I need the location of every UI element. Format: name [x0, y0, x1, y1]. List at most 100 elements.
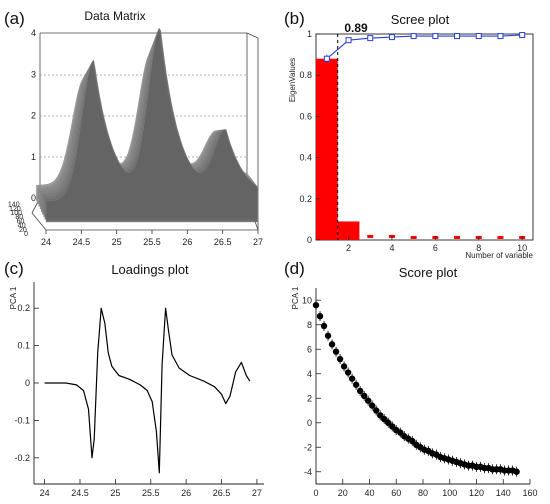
score-point — [324, 332, 332, 339]
score-point — [316, 312, 324, 320]
a-depth-tick-label: 20 — [19, 227, 27, 234]
scree-bar — [454, 235, 461, 239]
c-ytick-label: -0.1 — [14, 415, 30, 425]
scree-cumulative-point — [454, 33, 461, 40]
scree-xlabel: Number of variable — [465, 251, 533, 260]
score-point — [336, 355, 344, 363]
score-ylabel: PCA 1 — [291, 286, 300, 309]
scree-bar — [367, 234, 374, 238]
a-xtick-label: 27 — [253, 237, 263, 247]
panel-b-bars — [316, 34, 526, 240]
a-depth-tick-label: 80 — [15, 214, 23, 221]
a-xtick-label: 26.5 — [214, 237, 232, 247]
score-point — [372, 407, 380, 414]
b-xtick-label: 8 — [476, 243, 481, 253]
d-ytick-label: 10 — [302, 295, 312, 305]
b-ytick-label: 1 — [307, 29, 312, 39]
b-xtick-label: 2 — [346, 243, 351, 253]
a-xtick-label: 24 — [41, 237, 51, 247]
a-ztick-label: 0 — [31, 193, 36, 203]
panel-c-loadings-plot: -0.2 -0.1 0 0.1 0.2 24 24.5 25 25.5 26 26.5 27 PCA … — [9, 282, 264, 498]
scree-cumulative-point — [388, 34, 395, 41]
panel-a-data-matrix: 24 24.5 25 25.5 26 26.5 2701234020406080100120… — [8, 27, 263, 247]
d-ytick-label: 6 — [307, 344, 312, 354]
c-xtick-label: 27 — [252, 488, 262, 498]
c-xtick-label: 25 — [110, 488, 120, 498]
title-score-plot: Score plot — [399, 265, 458, 280]
a-ztick-label: 3 — [31, 69, 36, 79]
d-ytick-label: 8 — [307, 320, 312, 330]
a-depth-tick-label: 40 — [18, 223, 26, 230]
score-point — [312, 301, 320, 309]
d-xtick-label: 40 — [364, 488, 374, 498]
scree-cumulative-point — [323, 55, 330, 62]
a-xtick-label: 25.5 — [143, 237, 161, 247]
d-xtick-label: 0 — [313, 488, 318, 498]
d-ytick-label: -4 — [304, 467, 312, 477]
score-point — [360, 392, 368, 399]
b-ytick-label: 0.6 — [299, 111, 312, 121]
d-xtick-label: 20 — [338, 488, 348, 498]
c-xtick-label: 24.5 — [71, 488, 89, 498]
b-ytick-label: 0.4 — [299, 153, 312, 163]
c-ytick-label: 0.1 — [17, 341, 30, 351]
score-point — [332, 348, 340, 355]
score-point — [352, 381, 360, 388]
panel-a-ticks: 24 24.5 25 25.5 26 26.5 2701234020406080100120… — [8, 28, 263, 247]
a-depth-tick-label: 100 — [10, 210, 22, 217]
score-point — [364, 397, 372, 404]
c-xtick-label: 24 — [40, 488, 50, 498]
b-ytick-label: 0 — [307, 235, 312, 245]
surface-slice-0 — [45, 27, 259, 223]
panel-label-b: (b) — [284, 9, 305, 28]
score-point — [356, 387, 364, 395]
scree-cumulative-point — [345, 37, 352, 44]
score-point — [344, 369, 352, 376]
a-depth-tick-label: 60 — [17, 218, 25, 225]
d-xtick-label: 60 — [391, 488, 401, 498]
b-ytick-label: 0.2 — [299, 194, 312, 204]
b-xtick-label: 10 — [517, 243, 527, 253]
a-xtick-label: 26 — [182, 237, 192, 247]
loadings-ylabel: PCA 1 — [9, 286, 18, 309]
score-point — [368, 402, 376, 409]
a-depth-tick-label: 0 — [24, 231, 28, 238]
panel-b-ticks: 2 4 6 8 10 0 0.2 0.4 0.6 0.8 1 — [299, 29, 527, 253]
scree-ylabel: EigenValues — [288, 58, 297, 102]
d-ytick-label: 0 — [307, 418, 312, 428]
a-ztick-label: 1 — [31, 152, 36, 162]
scree-cumulative-point — [475, 33, 482, 40]
a-xtick-label: 24.5 — [73, 237, 91, 247]
a-ztick-label: 2 — [31, 111, 36, 121]
d-ytick-label: 4 — [307, 369, 312, 379]
scree-annotation: 0.89 — [344, 21, 368, 35]
score-point — [340, 363, 348, 370]
panel-a-surface — [36, 27, 259, 223]
panel-b-scree-plot: 2 4 6 8 10 0 0.2 0.4 0.6 0.8 1 0.89 Number of vari… — [288, 21, 534, 260]
panel-label-a: (a) — [4, 9, 25, 28]
a-depth-tick-label: 140 — [8, 202, 20, 209]
scree-cumulative-point — [432, 33, 439, 40]
score-point — [328, 341, 336, 348]
scree-bar — [316, 58, 338, 240]
panel-c-axes: -0.2 -0.1 0 0.1 0.2 24 24.5 25 25.5 26 26.5 27 — [14, 282, 264, 498]
c-xtick-label: 26 — [181, 488, 191, 498]
a-depth-tick-label: 120 — [9, 206, 21, 213]
title-scree-plot: Scree plot — [391, 12, 450, 27]
score-point — [320, 322, 328, 330]
loadings-line — [44, 307, 251, 474]
b-xtick-label: 6 — [433, 243, 438, 253]
d-ytick-label: 2 — [307, 393, 312, 403]
score-point — [348, 375, 356, 382]
d-xtick-label: 120 — [469, 488, 484, 498]
panel-label-d: (d) — [284, 259, 305, 278]
a-xtick-label: 25 — [112, 237, 122, 247]
scree-cumulative-point — [497, 33, 504, 40]
c-ytick-label: -0.2 — [14, 453, 30, 463]
a-ztick-label: 4 — [31, 28, 36, 38]
title-loadings-plot: Loadings plot — [111, 262, 189, 277]
panel-c-line — [44, 307, 251, 474]
